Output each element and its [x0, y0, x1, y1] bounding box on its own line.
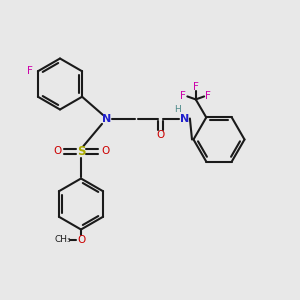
Text: F: F	[28, 66, 33, 76]
Text: O: O	[53, 146, 61, 157]
Text: F: F	[180, 92, 186, 101]
Text: F: F	[193, 82, 199, 92]
Text: O: O	[77, 235, 85, 245]
Text: H: H	[175, 105, 181, 114]
Text: O: O	[156, 130, 165, 140]
Text: N: N	[102, 113, 111, 124]
Text: O: O	[101, 146, 109, 157]
Text: F: F	[206, 92, 211, 101]
Text: S: S	[77, 145, 85, 158]
Text: N: N	[180, 113, 189, 124]
Text: CH₃: CH₃	[55, 236, 71, 244]
